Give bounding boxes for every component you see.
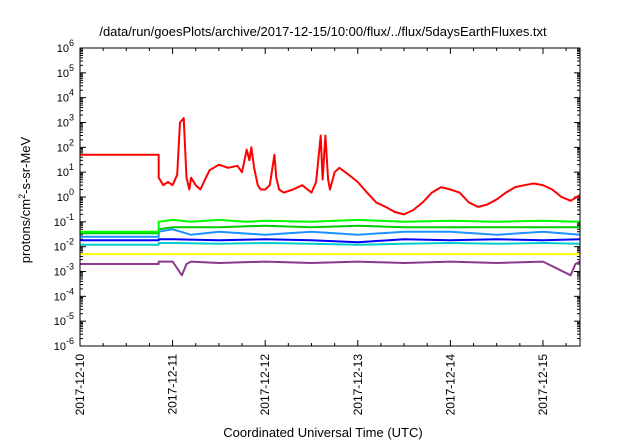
x-tick-label: 2017-12-15 — [536, 354, 550, 416]
x-axis-label: Coordinated Universal Time (UTC) — [223, 425, 422, 440]
chart-title: /data/run/goesPlots/archive/2017-12-15/1… — [99, 24, 547, 39]
series-line-1 — [80, 218, 581, 233]
svg-text:protons/cm2-s-sr-MeV: protons/cm2-s-sr-MeV — [17, 136, 33, 263]
x-tick-label: 2017-12-11 — [166, 354, 180, 415]
y-axis-label-sup: 2 — [17, 194, 27, 199]
x-tick-label: 2017-12-14 — [443, 354, 457, 416]
y-tick-label: 10-3 — [54, 262, 74, 279]
series-line-4 — [80, 238, 581, 244]
series-line-7 — [80, 260, 581, 277]
y-tick-label: 10-5 — [54, 311, 74, 328]
y-tick-label: 106 — [57, 38, 74, 55]
series-line-3 — [80, 228, 581, 238]
y-tick-label: 100 — [57, 187, 74, 204]
y-tick-label: 10-4 — [54, 286, 74, 303]
x-tick-label: 2017-12-10 — [73, 354, 87, 416]
x-tick-label: 2017-12-12 — [258, 354, 272, 416]
y-tick-label: 10-1 — [54, 212, 74, 229]
y-axis-label: protons/cm2-s-sr-MeV — [17, 136, 33, 263]
y-axis-label-base: protons/cm — [18, 199, 33, 263]
x-tick-label: 2017-12-13 — [351, 354, 365, 416]
y-tick-label: 102 — [57, 137, 74, 154]
y-tick-label: 10-6 — [54, 336, 74, 353]
y-axis-label-rest: -s-sr-MeV — [18, 136, 33, 193]
y-tick-label: 101 — [57, 162, 74, 179]
y-tick-label: 105 — [57, 63, 74, 80]
y-tick-label: 103 — [57, 113, 74, 130]
y-tick-label: 104 — [57, 88, 74, 105]
plot-area: 10-6 10-5 10-4 10-3 10-2 10-1 100 101 102 103 104 1… — [54, 38, 581, 416]
plot-frame — [79, 47, 581, 347]
series-line-5 — [80, 242, 581, 246]
y-tick-label: 10-2 — [54, 237, 74, 254]
series-line-0 — [80, 117, 581, 216]
